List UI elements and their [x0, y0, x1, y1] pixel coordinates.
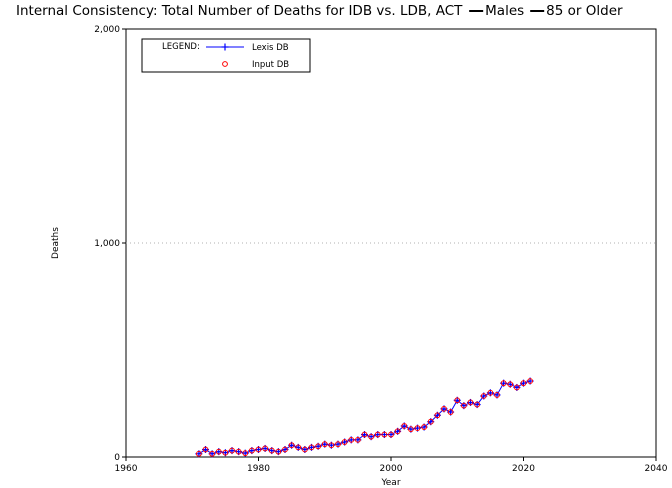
data-point-circle — [235, 448, 242, 455]
data-point-circle — [209, 450, 216, 457]
x-tick-label: 1960 — [115, 464, 138, 474]
y-axis-label: Deaths — [51, 227, 61, 259]
data-point-circle — [414, 425, 421, 432]
title-legend-label: 85 or Older — [546, 3, 623, 19]
series-line — [198, 380, 531, 455]
data-point-circle — [487, 389, 494, 396]
data-point-circle — [513, 384, 520, 391]
data-point-circle — [202, 446, 209, 453]
y-tick-label: 0 — [114, 453, 120, 463]
series-lexis-db — [195, 377, 534, 458]
title-legend: Males 85 or Older — [469, 3, 623, 19]
data-point-circle — [374, 431, 381, 438]
data-point-circle — [421, 424, 428, 430]
data-point-circle — [388, 431, 394, 438]
data-point-circle — [527, 378, 534, 384]
data-point-circle — [441, 405, 447, 412]
series-layer — [195, 377, 534, 458]
data-point-circle — [460, 402, 467, 409]
x-tick-label: 2040 — [645, 464, 668, 474]
x-tick-label: 2020 — [512, 464, 535, 474]
data-point-circle — [328, 442, 335, 449]
y-axis: 0 1,000 2,000 — [94, 25, 126, 463]
data-point-circle — [255, 446, 262, 453]
data-point-circle — [242, 450, 249, 457]
data-point-circle — [394, 428, 401, 435]
data-point-circle — [321, 441, 328, 448]
data-point-circle — [341, 439, 348, 445]
data-point-circle — [454, 397, 461, 404]
data-point-circle — [268, 447, 275, 454]
data-point-circle — [427, 418, 434, 425]
y-tick-label: 2,000 — [94, 25, 120, 35]
data-point-circle — [275, 448, 282, 455]
y-tick-label: 1,000 — [94, 239, 120, 249]
data-point-circle — [262, 445, 269, 452]
chart-title: Internal Consistency: Total Number of De… — [16, 3, 463, 19]
data-point-circle — [308, 444, 315, 451]
data-point-circle — [229, 447, 235, 454]
data-point-circle — [248, 447, 255, 454]
series-input-db — [195, 378, 534, 457]
data-point-circle — [301, 446, 308, 453]
data-point-circle — [348, 436, 355, 443]
data-point-circle — [480, 393, 487, 399]
data-point-circle — [335, 441, 341, 448]
x-axis-label: Year — [380, 478, 400, 488]
data-point-circle — [195, 450, 202, 457]
data-point-circle — [295, 444, 302, 451]
legend-label: Input DB — [252, 60, 289, 70]
data-point-circle — [282, 446, 288, 453]
data-point-circle — [401, 423, 408, 429]
data-point-circle — [354, 436, 361, 443]
legend: LEGEND: Lexis DB Input DB — [141, 38, 311, 73]
data-point-circle — [407, 426, 414, 433]
data-point-circle — [474, 401, 481, 408]
data-point-circle — [500, 380, 507, 387]
legend-marker — [222, 61, 228, 67]
data-point-circle — [520, 380, 527, 387]
data-point-circle — [494, 392, 500, 398]
x-tick-label: 1980 — [247, 464, 270, 474]
x-tick-label: 2000 — [380, 464, 403, 474]
x-axis: 1960 1980 2000 2020 2040 — [115, 457, 668, 474]
legend-marker — [221, 43, 229, 51]
data-point-circle — [288, 442, 295, 449]
data-point-circle — [368, 433, 375, 440]
legend-label: Lexis DB — [252, 43, 289, 53]
data-point-circle — [215, 448, 222, 455]
legend-title: LEGEND: — [162, 42, 200, 52]
data-point-circle — [447, 409, 454, 415]
data-point-circle — [467, 399, 474, 406]
title-legend-label: Males — [485, 3, 524, 19]
data-point-circle — [361, 431, 368, 438]
data-point-circle — [507, 381, 514, 388]
data-point-circle — [434, 412, 441, 419]
data-point-circle — [381, 431, 388, 438]
data-point-circle — [315, 443, 322, 450]
data-point-circle — [222, 449, 229, 456]
